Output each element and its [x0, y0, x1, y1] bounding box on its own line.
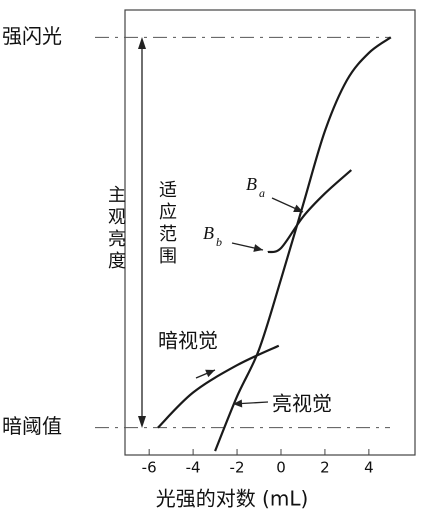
annotation: B	[203, 223, 214, 243]
pointer-head	[293, 204, 303, 212]
pointer-head	[233, 399, 243, 408]
y-tick-label: 暗阈值	[2, 414, 62, 438]
pointer-arrow	[195, 369, 216, 379]
pointer-arrow	[231, 242, 264, 252]
range-arrow	[138, 37, 146, 428]
curve	[214, 36, 392, 452]
x-tick-label: -4	[186, 459, 201, 477]
x-axis-label: 光强的对数 (mL)	[156, 487, 309, 511]
plot-frame	[124, 9, 416, 456]
series-label: 亮视觉	[272, 392, 332, 416]
pointer-head	[205, 369, 215, 378]
pointer-arrow	[232, 399, 269, 408]
x-tick-label: 4	[364, 459, 374, 477]
x-tick-label: 0	[276, 459, 286, 477]
curve	[157, 344, 280, 429]
x-tick-label: 2	[320, 459, 330, 477]
y-tick-label: 强闪光	[2, 24, 62, 48]
annotation-subscript: b	[216, 235, 222, 249]
annotation-subscript: a	[259, 186, 265, 200]
pointer-head	[253, 244, 263, 252]
curve	[267, 169, 353, 254]
series-label: 暗视觉	[158, 329, 218, 353]
pointer-arrow	[271, 197, 304, 213]
annotation: B	[246, 174, 257, 194]
range-label: 适应范围	[156, 180, 177, 268]
x-tick-label: -6	[142, 459, 157, 477]
x-tick-label: -2	[230, 459, 245, 477]
y-axis-label: 主观亮度	[105, 185, 126, 273]
